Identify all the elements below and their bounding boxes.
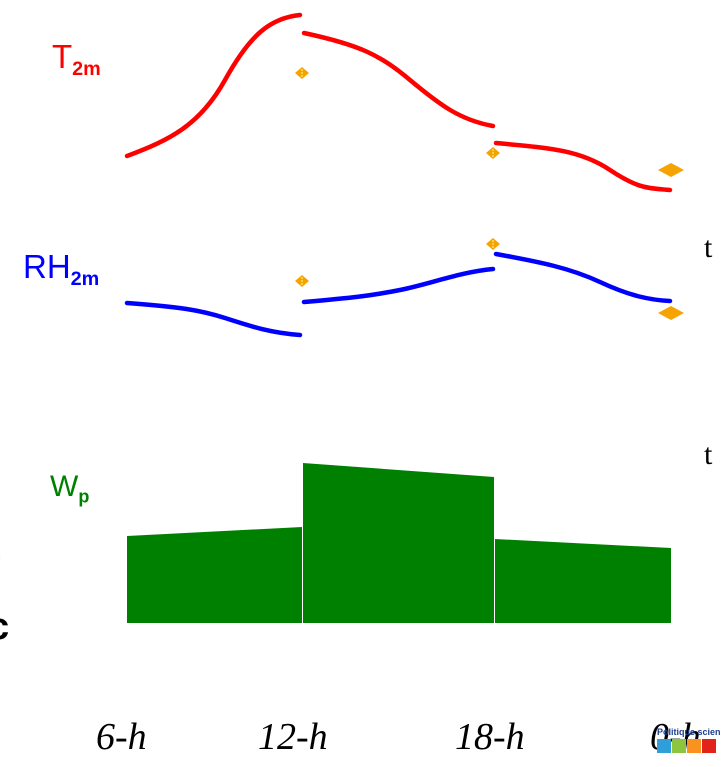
- temperature-label: T2m: [52, 40, 101, 80]
- humidity-label-sub: 2m: [70, 267, 100, 290]
- logo-bar: [657, 739, 671, 753]
- observation-marker: [295, 275, 309, 287]
- precipitation-bars: [127, 463, 671, 623]
- logo-bar: [687, 739, 701, 753]
- right-edge-fragment: t: [704, 231, 713, 264]
- temperature-segment-3: [493, 140, 673, 193]
- observation-marker: [486, 147, 500, 159]
- logo-text: Politique scien: [657, 727, 721, 737]
- humidity-segment-3: [493, 251, 673, 304]
- precipitation-label-sub: p: [78, 486, 90, 507]
- logo-bar: [672, 739, 686, 753]
- precipitation-block-2: [303, 463, 494, 623]
- humidity-segment-1: [124, 300, 303, 338]
- humidity-label: RH2m: [23, 250, 99, 290]
- temperature-label-base: T: [52, 38, 73, 75]
- observation-marker: [486, 238, 500, 250]
- left-edge-fragment: r: [0, 545, 1, 583]
- left-edge-fragment: c: [0, 608, 9, 646]
- x-tick-label: 12-h: [258, 716, 328, 758]
- institution-logo: Politique scien: [657, 727, 727, 767]
- x-tick-label: 18-h: [455, 716, 525, 758]
- observation-marker: [658, 306, 684, 320]
- logo-bar: [702, 739, 716, 753]
- precipitation-block-1: [127, 527, 302, 623]
- precipitation-block-3: [495, 539, 671, 623]
- precipitation-label: Wp: [50, 470, 90, 507]
- humidity-label-base: RH: [23, 248, 71, 285]
- observation-marker: [658, 163, 684, 177]
- humidity-segment-2: [301, 266, 496, 305]
- logo-color-bars: [657, 739, 717, 753]
- observation-markers: [295, 67, 684, 320]
- observation-marker: [295, 67, 309, 79]
- temperature-curve: [124, 12, 673, 193]
- precipitation-label-base: W: [50, 470, 79, 503]
- right-edge-fragment: t: [704, 438, 713, 471]
- humidity-curve: [124, 251, 673, 338]
- temperature-segment-1: [124, 12, 303, 159]
- temperature-label-sub: 2m: [72, 57, 101, 80]
- x-tick-label: 6-h: [96, 716, 147, 758]
- temperature-segment-2: [301, 30, 496, 129]
